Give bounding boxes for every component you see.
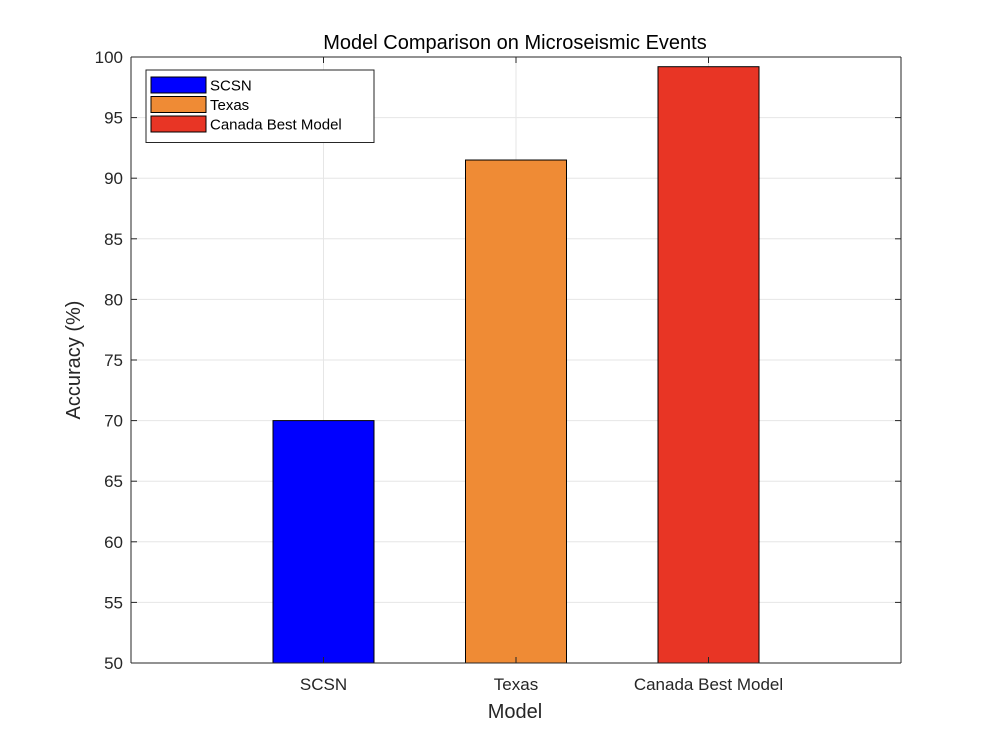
y-axis-title: Accuracy (%)	[63, 301, 85, 420]
y-tick-label: 55	[104, 593, 123, 612]
legend-swatch	[150, 96, 207, 113]
bar-scsn	[272, 420, 375, 664]
y-tick-label: 95	[104, 109, 123, 128]
y-tick-label: 90	[104, 169, 123, 188]
bar-texas	[465, 159, 567, 664]
x-axis-title: Model	[488, 701, 542, 723]
legend-label: Texas	[210, 97, 249, 114]
legend: SCSN Texas Canada Best Model	[145, 69, 375, 143]
x-tick-label: Texas	[494, 675, 538, 694]
x-tick-label: SCSN	[300, 675, 347, 694]
y-tick-label: 75	[104, 351, 123, 370]
y-tick-label: 85	[104, 230, 123, 249]
y-tick-label: 100	[95, 48, 123, 67]
legend-label: SCSN	[210, 78, 252, 95]
legend-swatch	[150, 115, 207, 133]
chart-title: Model Comparison on Microseismic Events	[323, 32, 706, 54]
legend-label: Canada Best Model	[210, 117, 342, 134]
x-tick-label: Canada Best Model	[634, 675, 783, 694]
legend-swatch	[150, 76, 207, 94]
y-tick-label: 70	[104, 412, 123, 431]
y-tick-label: 50	[104, 654, 123, 673]
y-tick-label: 80	[104, 290, 123, 309]
tick-labels: 50 55 60 65 70 75 80 85 90 95 100 SCSN Texas Canada B…	[95, 48, 901, 694]
bar-canada-best-model	[657, 66, 760, 664]
y-tick-label: 65	[104, 472, 123, 491]
y-tick-label: 60	[104, 533, 123, 552]
bars	[272, 66, 760, 664]
